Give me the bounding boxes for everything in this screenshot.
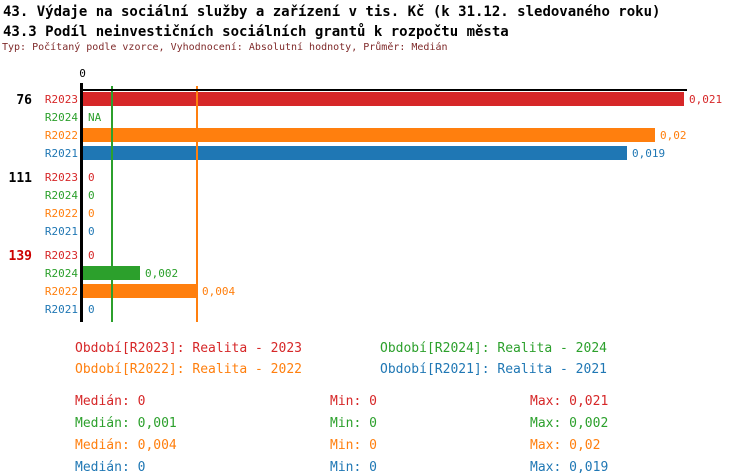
y-axis-line: [80, 83, 83, 322]
value-label: 0,02: [660, 129, 687, 142]
bar: [83, 92, 684, 106]
chart-title-line2: 43.3 Podíl neinvestičních sociálních gra…: [3, 24, 509, 40]
row-label: R2023: [44, 171, 78, 184]
row-label: R2024: [44, 267, 78, 280]
value-label: 0,002: [145, 267, 179, 280]
value-label: 0: [88, 249, 95, 262]
chart-subtitle: Typ: Počítaný podle vzorce, Vyhodnocení:…: [2, 42, 448, 53]
x-axis-line: [80, 89, 687, 91]
legend-item-R2023: Období[R2023]: Realita - 2023: [75, 341, 302, 356]
value-label: 0: [88, 189, 95, 202]
group-label: 111: [8, 171, 32, 186]
bar-chart: 0 76 R2023 0,021 R2024 NA R2022 0,02 R2021 0,019 1…: [8, 67, 723, 322]
group-label: 139: [8, 249, 32, 264]
median-line-R2024: [111, 86, 113, 322]
value-label: 0: [88, 225, 95, 238]
value-label: 0,019: [632, 147, 666, 160]
median-line-R2022: [196, 86, 198, 322]
stat-max: Max: 0,021: [530, 394, 609, 409]
row-label: R2023: [44, 93, 78, 106]
row-label: R2022: [44, 129, 78, 142]
stat-median: Medián: 0: [75, 394, 146, 409]
stat-max: Max: 0,019: [530, 460, 609, 475]
row-label: R2022: [44, 285, 78, 298]
stat-min: Min: 0: [330, 394, 377, 409]
bar: [83, 128, 655, 142]
row-label: R2021: [44, 225, 78, 238]
stat-max: Max: 0,02: [530, 438, 601, 453]
row-label: R2021: [44, 147, 78, 160]
chart-title-line1: 43. Výdaje na sociální služby a zařízení…: [3, 4, 661, 20]
legend-item-R2022: Období[R2022]: Realita - 2022: [75, 362, 302, 377]
row-label: R2024: [44, 111, 78, 124]
legend: Období[R2023]: Realita - 2023 Období[R202…: [0, 330, 750, 385]
row-label: R2021: [44, 303, 78, 316]
row-label: R2024: [44, 189, 78, 202]
stat-max: Max: 0,002: [530, 416, 609, 431]
legend-item-R2021: Období[R2021]: Realita - 2021: [380, 362, 607, 377]
stat-min: Min: 0: [330, 438, 377, 453]
stat-median: Medián: 0,001: [75, 416, 177, 431]
row-label: R2022: [44, 207, 78, 220]
value-label: 0: [88, 171, 95, 184]
stat-median: Medián: 0: [75, 460, 146, 475]
legend-item-R2024: Období[R2024]: Realita - 2024: [380, 341, 607, 356]
bar: [83, 146, 627, 160]
group-label: 76: [16, 93, 32, 108]
row-label: R2023: [44, 249, 78, 262]
value-label: 0: [88, 207, 95, 220]
value-label: 0: [88, 303, 95, 316]
bar: [83, 284, 197, 298]
value-label: 0,004: [202, 285, 236, 298]
value-label: NA: [88, 111, 102, 124]
value-label: 0,021: [689, 93, 723, 106]
stats-panel: Medián: 0 Min: 0 Max: 0,021 Medián: 0,001 Mi…: [0, 385, 750, 476]
stat-min: Min: 0: [330, 416, 377, 431]
x-axis-zero-label: 0: [79, 67, 86, 80]
stat-min: Min: 0: [330, 460, 377, 475]
stat-median: Medián: 0,004: [75, 438, 177, 453]
